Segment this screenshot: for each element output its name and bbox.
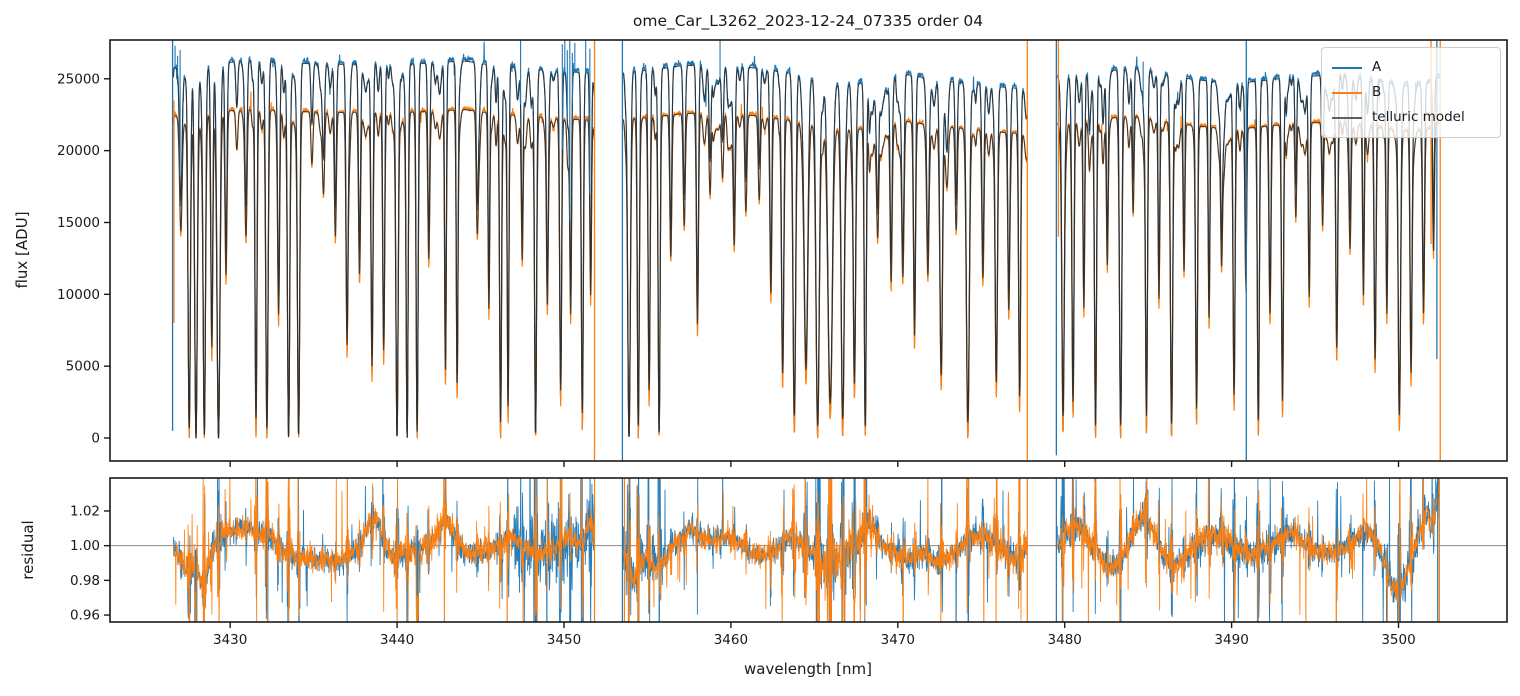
series-B-residual-seg0 bbox=[172, 478, 596, 622]
x-tick-label: 3430 bbox=[213, 632, 247, 648]
residual-panel bbox=[110, 478, 1507, 622]
x-tick-label: 3490 bbox=[1214, 632, 1248, 648]
series-telluric-model-A-seg1 bbox=[622, 64, 1028, 437]
legend-line-a-icon bbox=[1332, 66, 1362, 69]
residual-tick-label: 1.00 bbox=[70, 538, 100, 554]
legend-label-telluric: telluric model bbox=[1372, 109, 1465, 125]
flux-panel bbox=[171, 40, 1441, 461]
legend-entry-a: A bbox=[1332, 55, 1490, 80]
flux-axis-label: flux [ADU] bbox=[13, 211, 31, 289]
x-tick-label: 3480 bbox=[1048, 632, 1082, 648]
series-B-flux-seg2 bbox=[1056, 113, 1440, 439]
flux-tick-label: 10000 bbox=[57, 287, 100, 303]
legend-label-b: B bbox=[1372, 84, 1382, 100]
residual-axes-frame bbox=[109, 477, 1508, 623]
x-tick-label: 3460 bbox=[714, 632, 748, 648]
series-B-residual-seg2 bbox=[1056, 478, 1440, 622]
x-tick-label: 3450 bbox=[547, 632, 581, 648]
series-telluric-model-B-seg1 bbox=[622, 112, 1028, 437]
series-telluric-model-B-seg0 bbox=[172, 109, 596, 439]
residual-tick-label: 0.98 bbox=[70, 573, 100, 589]
series-telluric-model-B-seg2 bbox=[1056, 115, 1440, 426]
residual-tick-label: 0.96 bbox=[70, 608, 100, 624]
legend-line-b-icon bbox=[1332, 91, 1362, 94]
flux-tick-label: 15000 bbox=[57, 215, 100, 231]
x-tick-label: 3470 bbox=[881, 632, 915, 648]
x-tick-label: 3500 bbox=[1381, 632, 1415, 648]
x-tick-label: 3440 bbox=[380, 632, 414, 648]
series-B-residual-seg1 bbox=[622, 478, 1028, 622]
residual-axis-label: residual bbox=[19, 520, 37, 580]
flux-tick-label: 0 bbox=[91, 431, 100, 447]
flux-tick-label: 25000 bbox=[57, 71, 100, 87]
legend-entry-telluric: telluric model bbox=[1332, 105, 1490, 130]
flux-tick-label: 5000 bbox=[66, 359, 100, 375]
legend-line-telluric-icon bbox=[1332, 116, 1362, 119]
legend: A B telluric model bbox=[1321, 47, 1501, 138]
legend-label-a: A bbox=[1372, 59, 1382, 75]
residual-tick-label: 1.02 bbox=[70, 503, 100, 519]
x-axis-label: wavelength [nm] bbox=[744, 660, 872, 678]
flux-axes-frame bbox=[109, 39, 1508, 462]
flux-tick-label: 20000 bbox=[57, 143, 100, 159]
chart-title: ome_Car_L3262_2023-12-24_07335 order 04 bbox=[632, 12, 984, 30]
legend-entry-b: B bbox=[1332, 80, 1490, 105]
series-telluric-model-A-seg0 bbox=[172, 60, 596, 439]
